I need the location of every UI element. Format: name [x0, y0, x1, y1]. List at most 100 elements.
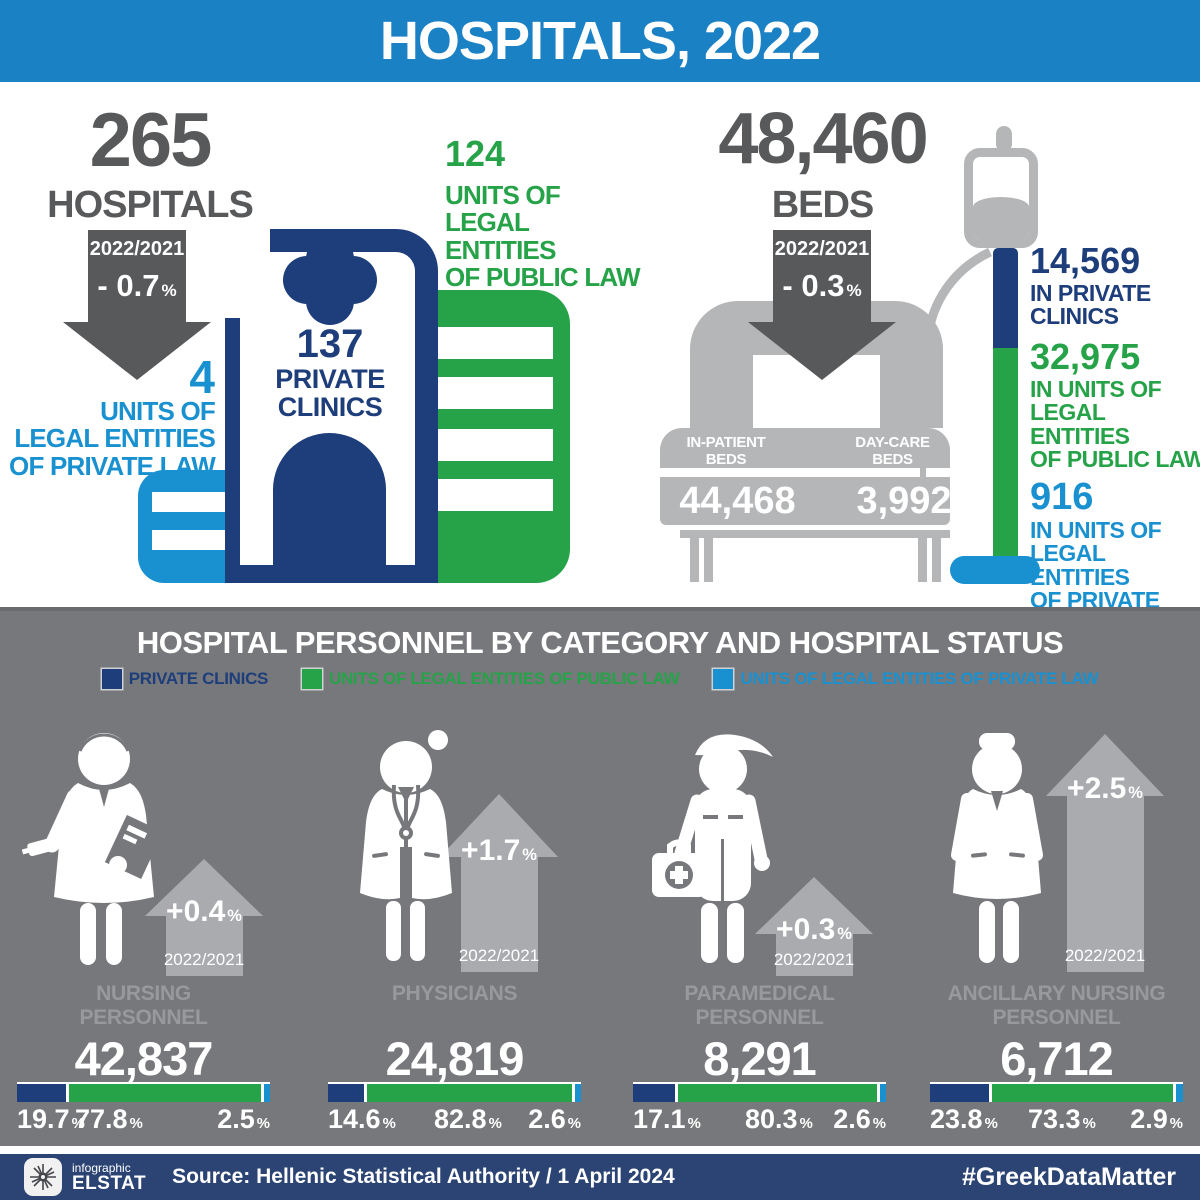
iv-bag-icon — [964, 148, 1038, 248]
ancillary-increase-arrow: +2.5% 2022/2021 — [1046, 734, 1164, 972]
day-care-beds-header: DAY-CARE BEDS — [855, 434, 930, 468]
bar-segment-public-law — [991, 1084, 1173, 1102]
public-law-building — [437, 290, 570, 583]
share-public-law: 73.3% — [1028, 1104, 1096, 1134]
category-total: 6,712 — [1000, 1032, 1114, 1085]
category-total: 42,837 — [74, 1032, 214, 1085]
share-private-clinics: 14.6% — [328, 1104, 396, 1134]
private-clinics-count: 137 — [296, 322, 364, 366]
bar-segment-private-law — [574, 1084, 581, 1102]
paramedical-increase-arrow: +0.3% 2022/2021 — [755, 877, 873, 976]
logo-elstat-text: ELSTAT — [72, 1172, 147, 1194]
window-stripe — [437, 377, 553, 409]
share-private-clinics: 23.8% — [930, 1104, 998, 1134]
legend-label: UNITS OF LEGAL ENTITIES OF PUBLIC LAW — [329, 669, 680, 688]
private-clinics-line: CLINICS — [277, 392, 383, 423]
iv-pole-private-clinics-segment — [993, 248, 1018, 348]
up-arrow-icon — [145, 859, 263, 916]
bed-illustration: IN-PATIENT BEDS DAY-CARE BEDS 44,468 3,9… — [660, 428, 952, 525]
category-share-labels: 19.7% 77.8% 2.5% — [17, 1104, 270, 1138]
legend-label: UNITS OF LEGAL ENTITIES OF PRIVATE LAW — [740, 669, 1099, 688]
title-banner: HOSPITALS, 2022 — [0, 0, 1200, 82]
category-share-labels: 17.1% 80.3% 2.6% — [633, 1104, 886, 1138]
personnel-section: HOSPITAL PERSONNEL BY CATEGORY AND HOSPI… — [0, 607, 1200, 1146]
up-arrow-icon — [440, 794, 558, 857]
private-law-building — [138, 470, 226, 583]
beds-private-clinics-block: 14,569 IN PRIVATE CLINICS — [1030, 240, 1195, 329]
physician-figure-icon — [360, 730, 452, 961]
mattress-divider — [920, 468, 926, 477]
bed-leg — [932, 530, 941, 582]
category-stacked-bar — [328, 1082, 581, 1102]
share-private-law: 2.5% — [217, 1104, 270, 1134]
down-arrow-icon — [88, 230, 186, 322]
down-arrow-tip-icon — [63, 322, 211, 380]
hospitals-decrease-arrow: 2022/2021 - 0.7% — [63, 230, 211, 380]
iv-pole-private-law-base — [950, 556, 1040, 584]
physicians-increase-arrow: +1.7% 2022/2021 — [440, 794, 558, 972]
down-arrow-tip-icon — [748, 322, 896, 380]
private-law-line: UNITS OF — [100, 396, 216, 426]
hospitals-label: HOSPITALS — [47, 184, 254, 226]
nursing-change: +0.4% — [166, 895, 242, 928]
beds-change-period: 2022/2021 — [774, 238, 870, 260]
legend-item-private-clinics: PRIVATE CLINICS — [101, 669, 268, 689]
window-stripe — [437, 479, 553, 511]
window-stripe — [152, 530, 226, 550]
bed-leg — [690, 530, 699, 582]
window-stripe — [152, 492, 226, 512]
physicians-change-period: 2022/2021 — [458, 946, 540, 965]
legend: PRIVATE CLINICS UNITS OF LEGAL ENTITIES … — [0, 669, 1200, 689]
share-private-law: 2.9% — [1130, 1104, 1183, 1134]
clinic-building-left-wall — [225, 318, 240, 583]
bar-segment-private-law — [879, 1084, 886, 1102]
iv-hook — [996, 126, 1012, 152]
day-care-beds-value: 3,992 — [856, 480, 952, 522]
beds-decrease-arrow: 2022/2021 - 0.3% — [748, 230, 896, 380]
private-law-label: UNITS OF LEGAL ENTITIES OF PRIVATE LAW — [5, 396, 216, 480]
share-public-law: 77.8% — [75, 1104, 143, 1134]
beds-label: BEDS — [771, 184, 875, 226]
iv-fluid — [973, 197, 1029, 239]
category-physicians: +1.7% 2022/2021 PHYSICIANS 24,819 — [328, 701, 581, 1150]
category-name: PHYSICIANS — [391, 982, 518, 1005]
legend-swatch-green — [302, 669, 323, 689]
share-private-law: 2.6% — [528, 1104, 581, 1134]
private-law-count: 4 — [189, 351, 215, 403]
down-arrow-icon — [773, 230, 871, 322]
up-arrow-body — [775, 934, 853, 976]
logo-infographic-text: infographic — [72, 1160, 131, 1175]
share-public-law: 80.3% — [745, 1104, 813, 1134]
beds-private-law-count: 916 — [1030, 476, 1094, 518]
category-name: PARAMEDICAL PERSONNEL — [684, 982, 835, 1029]
iv-pole-public-law-segment — [993, 348, 1018, 558]
window-stripe — [437, 429, 553, 461]
private-clinics-label: 137 PRIVATE CLINICS — [240, 323, 420, 422]
beds-public-law-label: IN UNITS OF LEGAL ENTITIES OF PUBLIC LAW — [1030, 376, 1200, 473]
beds-private-law-block: 916 IN UNITS OF LEGAL ENTITIES OF PRIVAT… — [1030, 476, 1200, 636]
category-stacked-bar — [930, 1082, 1183, 1102]
paramedical-change: +0.3% — [776, 913, 852, 946]
category-name: NURSING PERSONNEL — [79, 982, 208, 1029]
bed-leg — [704, 530, 713, 582]
public-law-label: UNITS OF LEGAL ENTITIES OF PUBLIC LAW — [445, 181, 655, 292]
hospital-buildings-illustration: 137 PRIVATE CLINICS — [138, 195, 570, 583]
category-share-labels: 14.6% 82.8% 2.6% — [328, 1104, 581, 1138]
beds-count: 48,460 — [718, 99, 928, 179]
nursing-change-period: 2022/2021 — [163, 950, 245, 969]
bar-segment-private-law — [1175, 1084, 1183, 1102]
source-text: Source: Hellenic Statistical Authority /… — [172, 1165, 675, 1188]
category-name: ANCILLARY NURSING PERSONNEL — [947, 982, 1166, 1029]
paramedic-figure-icon — [652, 734, 773, 963]
nurse-figure-icon — [22, 733, 164, 965]
physicians-change: +1.7% — [461, 834, 537, 867]
share-public-law: 82.8% — [434, 1104, 502, 1134]
clinic-door — [273, 433, 386, 583]
private-law-line: LEGAL ENTITIES — [14, 423, 215, 454]
public-law-line: OF PUBLIC LAW — [445, 261, 641, 292]
beds-change-value: - 0.3% — [782, 268, 862, 303]
footer-bar: infographic ELSTAT Source: Hellenic Stat… — [0, 1154, 1200, 1200]
up-arrow-body — [165, 916, 243, 976]
public-law-line: LEGAL — [445, 207, 530, 238]
